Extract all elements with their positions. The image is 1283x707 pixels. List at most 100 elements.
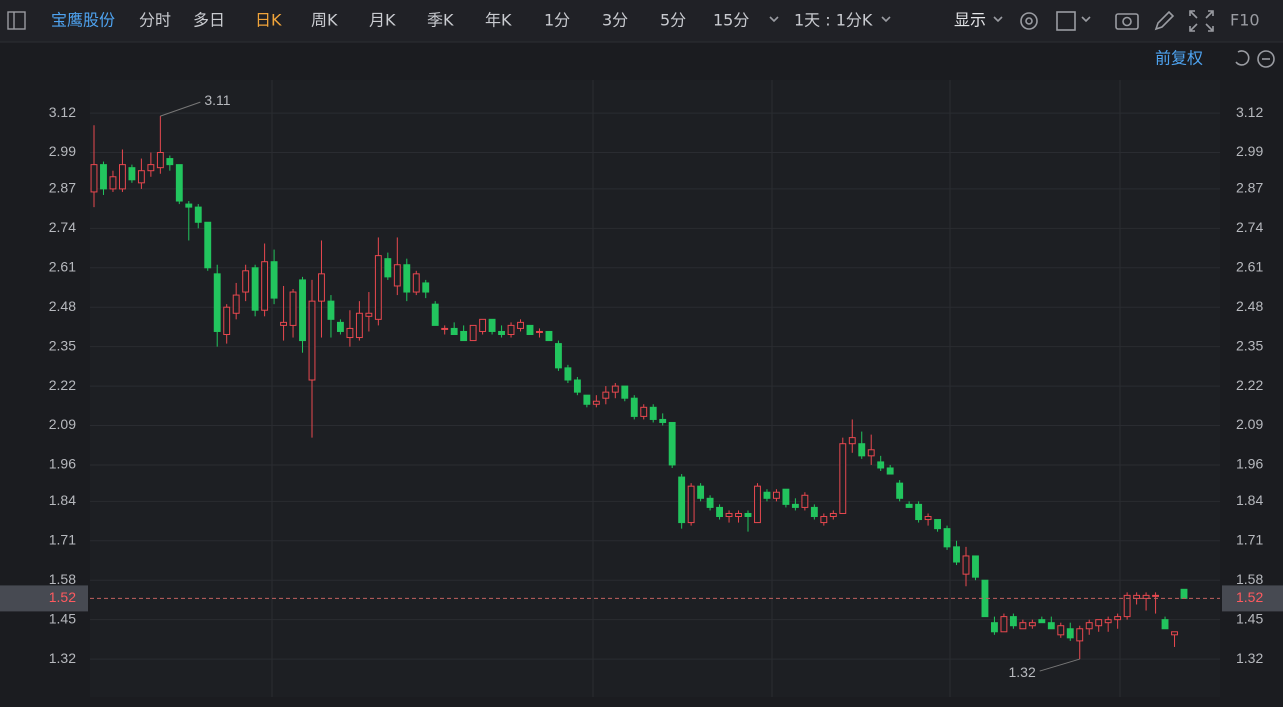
candle-body (223, 306, 231, 336)
candle-body (583, 394, 591, 405)
candle-body (649, 406, 657, 420)
candle-body (858, 443, 866, 457)
candle-body (280, 321, 288, 326)
candle-body (772, 491, 780, 499)
y-tick-label: 2.35 (49, 337, 76, 353)
candle-body (412, 273, 420, 293)
candle-body (943, 528, 951, 548)
period-tab[interactable]: 月K (369, 11, 396, 30)
y-tick-label-right: 2.48 (1236, 298, 1263, 314)
dropdown-arrow[interactable] (993, 16, 1003, 23)
min-leader (1039, 658, 1080, 672)
last-price-box-right (1222, 585, 1283, 612)
candle-body (213, 273, 221, 332)
period-tab[interactable]: 3分 (602, 11, 628, 30)
candle-body (611, 385, 619, 393)
stock-name[interactable]: 宝鹰股份 (51, 11, 115, 30)
period-select[interactable]: 1天 : 1分K (794, 11, 873, 30)
candle-body (204, 221, 212, 269)
camera-icon[interactable] (1115, 13, 1139, 30)
candle-body (498, 330, 506, 336)
candle-body (801, 494, 809, 508)
candle-body (374, 255, 382, 320)
y-tick-label-right: 2.35 (1236, 337, 1263, 353)
candle-body (289, 291, 297, 326)
candle-body (573, 379, 581, 393)
candle-body (431, 303, 439, 326)
period-tab[interactable]: 15分 (713, 11, 749, 30)
candle-body (990, 622, 998, 633)
min-label: 1.32 (1008, 664, 1035, 680)
y-tick-label-right: 1.84 (1236, 492, 1263, 508)
candle-body (1142, 594, 1150, 599)
max-leader (160, 101, 201, 117)
candle-body (242, 270, 250, 293)
sidebar-toggle[interactable] (7, 11, 26, 30)
candle-body (128, 167, 136, 181)
undo-icon[interactable] (1235, 50, 1250, 66)
adjust-mode[interactable]: 前复权 (1155, 49, 1203, 68)
display-menu[interactable]: 显示 (954, 11, 986, 30)
candle-body (962, 555, 970, 575)
zoom-out-icon[interactable] (1257, 50, 1275, 68)
period-tab[interactable]: 分时 (139, 11, 171, 30)
candle-body (185, 203, 193, 208)
candle-body (1161, 619, 1169, 630)
candle-body (327, 300, 335, 320)
settings-icon-core (1025, 17, 1033, 25)
candle-body (782, 488, 790, 505)
dropdown-arrow[interactable] (769, 16, 779, 23)
color-icon[interactable] (1056, 11, 1076, 31)
dropdown-arrow[interactable] (881, 16, 891, 23)
period-tab[interactable]: 周K (311, 11, 338, 30)
candle-body (100, 164, 107, 190)
candle-body (554, 343, 562, 369)
candle-body (668, 421, 676, 466)
y-tick-label: 2.09 (49, 416, 76, 432)
y-tick-label: 2.48 (49, 298, 76, 314)
candle-body (156, 151, 164, 169)
candle-body (299, 279, 306, 342)
candle-body (1038, 619, 1046, 624)
y-tick-label-right: 2.99 (1236, 143, 1263, 159)
candle-body (232, 294, 240, 314)
candle-body (877, 461, 885, 469)
y-tick-label-right: 2.74 (1236, 219, 1263, 235)
candle-body (460, 330, 468, 342)
period-tab[interactable]: 1分 (544, 11, 570, 30)
candle-body (592, 400, 600, 405)
draw-icon[interactable] (1154, 10, 1175, 31)
period-tab[interactable]: 季K (427, 11, 454, 30)
period-tab[interactable]: 多日 (193, 11, 225, 30)
fullscreen-icon[interactable] (1189, 10, 1214, 32)
candle-body (905, 503, 913, 508)
settings-icon[interactable] (1020, 12, 1038, 30)
period-separators (271, 80, 1121, 697)
period-tab[interactable]: 年K (485, 11, 512, 30)
candle-body (621, 385, 629, 399)
candle-body (1123, 594, 1131, 618)
candle-body (1095, 619, 1103, 627)
period-tab[interactable]: 5分 (660, 11, 686, 30)
candle-body (365, 312, 373, 317)
y-tick-label: 1.71 (49, 531, 76, 547)
y-tick-label: 2.99 (49, 143, 76, 159)
period-tab[interactable]: 日K (255, 11, 282, 30)
candle-body (251, 267, 259, 311)
dropdown-arrow[interactable] (1081, 16, 1091, 23)
candle-body (1180, 588, 1188, 599)
y-tick-label: 3.12 (49, 104, 76, 120)
y-tick-label: 2.61 (49, 258, 76, 274)
candle-body (716, 506, 724, 518)
candle-body (1171, 631, 1178, 636)
y-tick-label: 1.32 (49, 650, 76, 666)
f10-button[interactable]: F10 (1230, 11, 1260, 30)
candle-body (403, 264, 411, 293)
candle-body (659, 418, 667, 423)
candle-body (147, 164, 155, 172)
candle-body (517, 321, 524, 329)
candle-body (896, 482, 904, 499)
candle-body (706, 497, 714, 508)
y-tick-label: 1.84 (49, 492, 76, 508)
